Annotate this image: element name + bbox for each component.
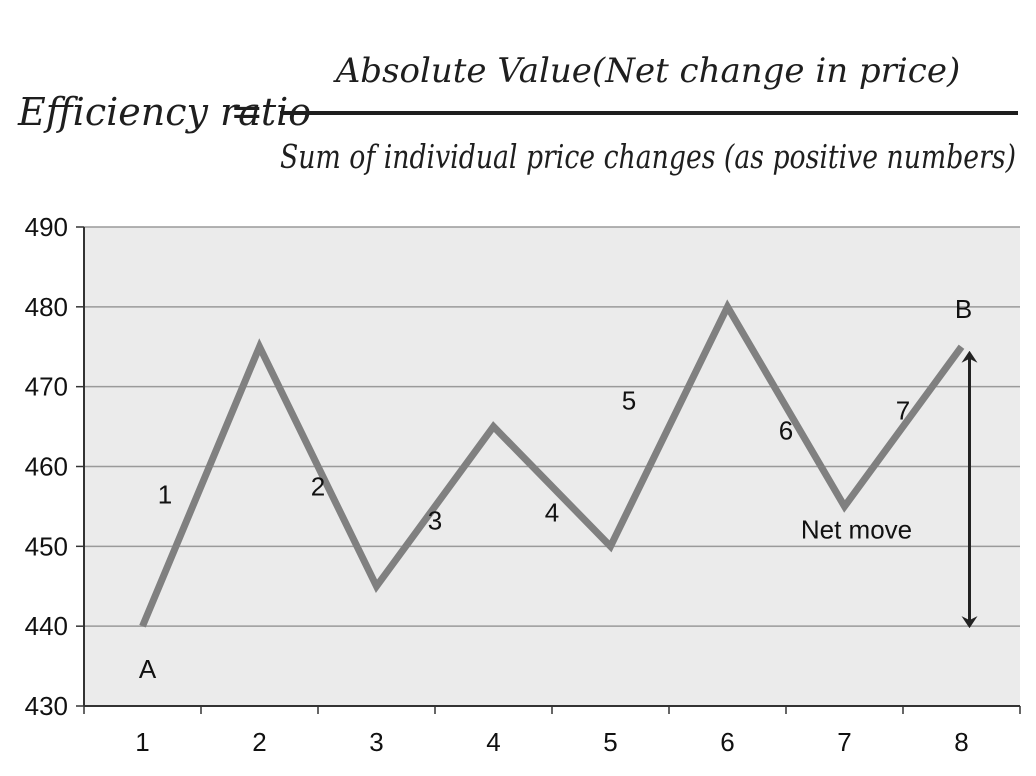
start-point-label: A <box>139 654 157 684</box>
x-tick-label-7: 7 <box>837 727 851 757</box>
segment-label-2: 2 <box>311 472 325 502</box>
price-line <box>139 299 965 628</box>
y-tick-label-450: 450 <box>25 531 68 561</box>
annotations: 1 2 3 4 5 6 7 A B Net move <box>139 294 978 684</box>
y-tick-label-460: 460 <box>25 452 68 482</box>
end-point-label: B <box>955 294 972 324</box>
segment-label-7: 7 <box>896 396 910 426</box>
x-tick-labels: 1 2 3 4 5 6 7 8 <box>135 727 968 757</box>
y-tick-label-430: 430 <box>25 691 68 721</box>
x-tick-label-6: 6 <box>720 727 734 757</box>
segment-label-4: 4 <box>545 497 559 527</box>
gridlines <box>76 226 1020 707</box>
net-move-label: Net move <box>801 514 912 544</box>
segment-label-5: 5 <box>622 386 636 416</box>
segment-label-3: 3 <box>428 505 442 535</box>
x-tick-label-2: 2 <box>252 727 266 757</box>
x-tick-label-1: 1 <box>135 727 149 757</box>
formula-numerator: Absolute Value(Net change in price) <box>333 51 961 91</box>
formula-lhs: Efficiency ratio <box>17 90 311 134</box>
y-tick-label-490: 490 <box>25 212 68 242</box>
segment-label-1: 1 <box>158 479 172 509</box>
efficiency-ratio-formula: Efficiency ratio = Absolute Value(Net ch… <box>17 51 1018 176</box>
segment-label-6: 6 <box>779 416 793 446</box>
price-chart: 490 480 470 460 450 440 430 1 2 3 4 5 6 7 8 1 2 3 4 5 6 7 A B… <box>25 212 1021 757</box>
formula-equals: = <box>230 89 264 135</box>
x-tick-label-5: 5 <box>603 727 617 757</box>
price-series <box>139 299 965 628</box>
formula-denominator: Sum of individual price changes (as posi… <box>280 137 1016 176</box>
x-tick-label-3: 3 <box>369 727 383 757</box>
axes <box>83 227 1021 714</box>
x-tick-label-8: 8 <box>954 727 968 757</box>
y-tick-label-470: 470 <box>25 372 68 402</box>
y-tick-label-480: 480 <box>25 292 68 322</box>
y-tick-label-440: 440 <box>25 611 68 641</box>
x-tick-label-4: 4 <box>486 727 500 757</box>
y-tick-labels: 490 480 470 460 450 440 430 <box>25 212 68 721</box>
